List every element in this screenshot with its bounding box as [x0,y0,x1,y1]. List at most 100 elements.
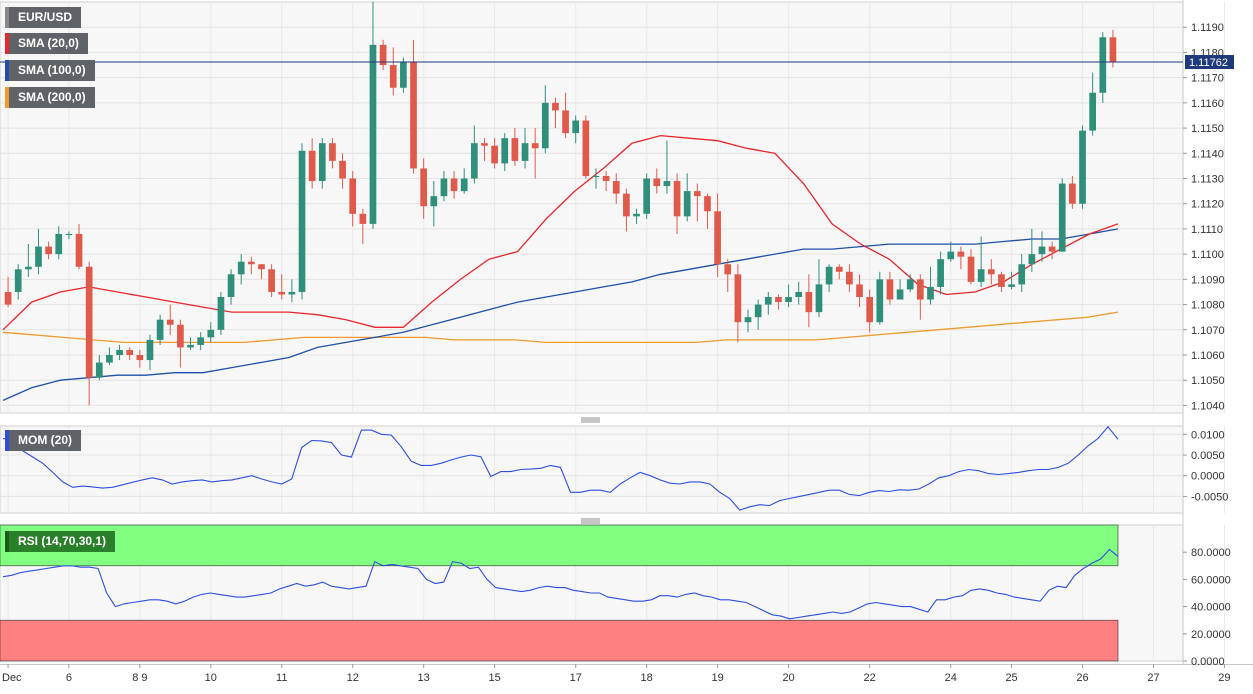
candle-body-up [116,349,123,356]
candle-body-up [95,362,103,378]
candle [653,168,661,194]
candle [329,138,336,169]
candle-body-up [14,269,22,292]
mom-tick-label: 0.0050 [1191,450,1225,462]
candle-body-up [369,44,377,224]
candle-body-up [521,143,529,161]
legend-sma20[interactable]: SMA (20,0) [5,33,88,54]
candle [268,264,275,298]
candle-body-down [166,319,174,325]
candle [95,355,103,381]
candle-body-up [1099,37,1107,93]
candle-body-up [947,251,955,260]
candle-body-down [562,110,569,134]
candle-body-down [805,291,813,313]
legend-sma20-label: SMA (20,0) [18,36,79,50]
candle [785,284,792,308]
pane-resize-handle[interactable] [581,518,600,524]
candle [75,223,83,270]
legend-rsi[interactable]: RSI (14,70,30,1) [5,531,116,552]
candle [258,264,265,280]
candle [795,281,803,305]
candle [430,181,438,227]
candle [1008,271,1015,290]
candle-body-up [754,304,762,318]
candle [14,264,22,300]
candle [45,241,52,260]
candle [318,138,326,189]
candle-body-up [146,339,154,361]
candle-body-down [359,213,367,224]
candle [835,264,843,280]
price-tick-label: 1.1070 [1191,325,1225,337]
legend-mom[interactable]: MOM (20) [5,430,81,451]
candle [998,271,1005,292]
candle [1069,175,1076,209]
mom-tick-label: -0.0050 [1191,491,1228,503]
candle-body-up [197,337,205,345]
candle [288,279,296,303]
candle [460,168,468,194]
candle-body-down [4,291,12,305]
time-tick-label: 17 [570,672,582,684]
legend-sma100[interactable]: SMA (100,0) [5,60,95,81]
candle [237,254,245,285]
pane-resize-handle[interactable] [581,417,600,423]
candle-body-down [653,178,661,187]
candle [704,193,711,229]
candle-body-down [85,266,93,378]
candle-body-up [592,175,600,177]
candle [339,153,346,189]
candle [531,128,539,179]
price-tick-label: 1.1150 [1191,123,1224,135]
candle [35,228,42,275]
candle [927,266,934,305]
candle [440,170,448,202]
candle-body-down [136,355,144,361]
candle-body-down [420,168,428,207]
candle [65,231,73,240]
legend-symbol[interactable]: EUR/USD [5,7,82,28]
candle [126,347,134,361]
candle-body-down [856,284,863,298]
candle-body-down [693,191,701,197]
time-tick-label: 27 [1147,672,1159,684]
candle [379,39,387,71]
candle-body-up [35,246,42,267]
candle-body-up [643,178,651,214]
rsi-tick-label: 0.0000 [1191,656,1225,668]
candle-body-down [268,269,275,292]
mom-tick-label: 0.0100 [1191,429,1225,441]
candle [85,261,93,406]
candle [501,133,509,171]
time-tick-label: 22 [864,672,876,684]
candle [227,269,235,305]
candle-body-down [1069,183,1076,204]
candle [846,264,853,292]
candle [217,291,225,335]
candle-body-up [633,213,640,217]
candle-body-up [896,289,904,300]
rsi-tick-label: 40.0000 [1191,602,1231,614]
legend-sma200-label: SMA (200,0) [18,90,86,104]
candle-body-up [207,329,215,338]
rsi-overbought-zone [0,524,1119,567]
price-pane [0,1,1184,414]
candle-body-up [906,279,914,290]
candle-body-up [1058,183,1066,252]
rsi-line [2,548,1119,620]
candle-body-up [663,181,671,187]
candle [562,92,569,139]
candle-body-down [491,145,498,164]
candle-body-up [288,291,296,295]
candle-body-down [349,178,357,214]
candle-body-up [977,269,985,282]
candle-body-up [24,266,32,270]
rsi-tick-label: 20.0000 [1191,629,1231,641]
candle [947,241,955,262]
legend-sma200[interactable]: SMA (200,0) [5,87,95,108]
candle [754,299,762,330]
sma200-line [2,311,1119,344]
candle [1038,231,1046,262]
